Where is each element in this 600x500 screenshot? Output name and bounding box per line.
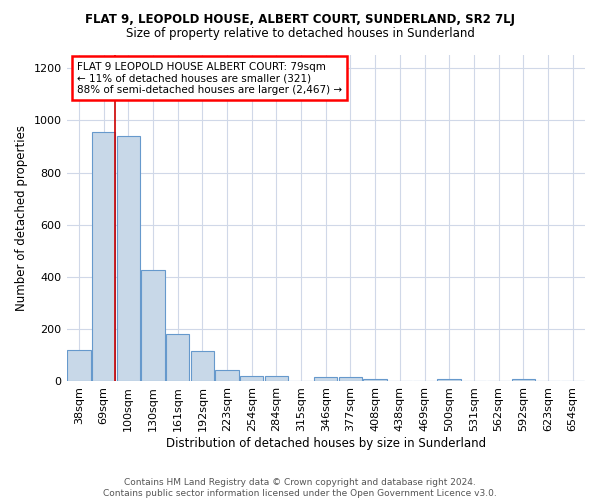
Bar bbox=[437, 379, 461, 382]
X-axis label: Distribution of detached houses by size in Sunderland: Distribution of detached houses by size … bbox=[166, 437, 486, 450]
Bar bbox=[240, 376, 263, 382]
Text: Size of property relative to detached houses in Sunderland: Size of property relative to detached ho… bbox=[125, 28, 475, 40]
Bar bbox=[191, 352, 214, 382]
Text: FLAT 9 LEOPOLD HOUSE ALBERT COURT: 79sqm
← 11% of detached houses are smaller (3: FLAT 9 LEOPOLD HOUSE ALBERT COURT: 79sqm… bbox=[77, 62, 342, 94]
Bar bbox=[314, 377, 337, 382]
Bar bbox=[364, 379, 387, 382]
Text: FLAT 9, LEOPOLD HOUSE, ALBERT COURT, SUNDERLAND, SR2 7LJ: FLAT 9, LEOPOLD HOUSE, ALBERT COURT, SUN… bbox=[85, 12, 515, 26]
Bar bbox=[215, 370, 239, 382]
Bar bbox=[141, 270, 164, 382]
Bar bbox=[92, 132, 115, 382]
Bar bbox=[265, 376, 288, 382]
Bar bbox=[67, 350, 91, 382]
Y-axis label: Number of detached properties: Number of detached properties bbox=[15, 125, 28, 311]
Bar bbox=[512, 379, 535, 382]
Bar bbox=[116, 136, 140, 382]
Text: Contains HM Land Registry data © Crown copyright and database right 2024.
Contai: Contains HM Land Registry data © Crown c… bbox=[103, 478, 497, 498]
Bar bbox=[166, 334, 190, 382]
Bar bbox=[339, 377, 362, 382]
